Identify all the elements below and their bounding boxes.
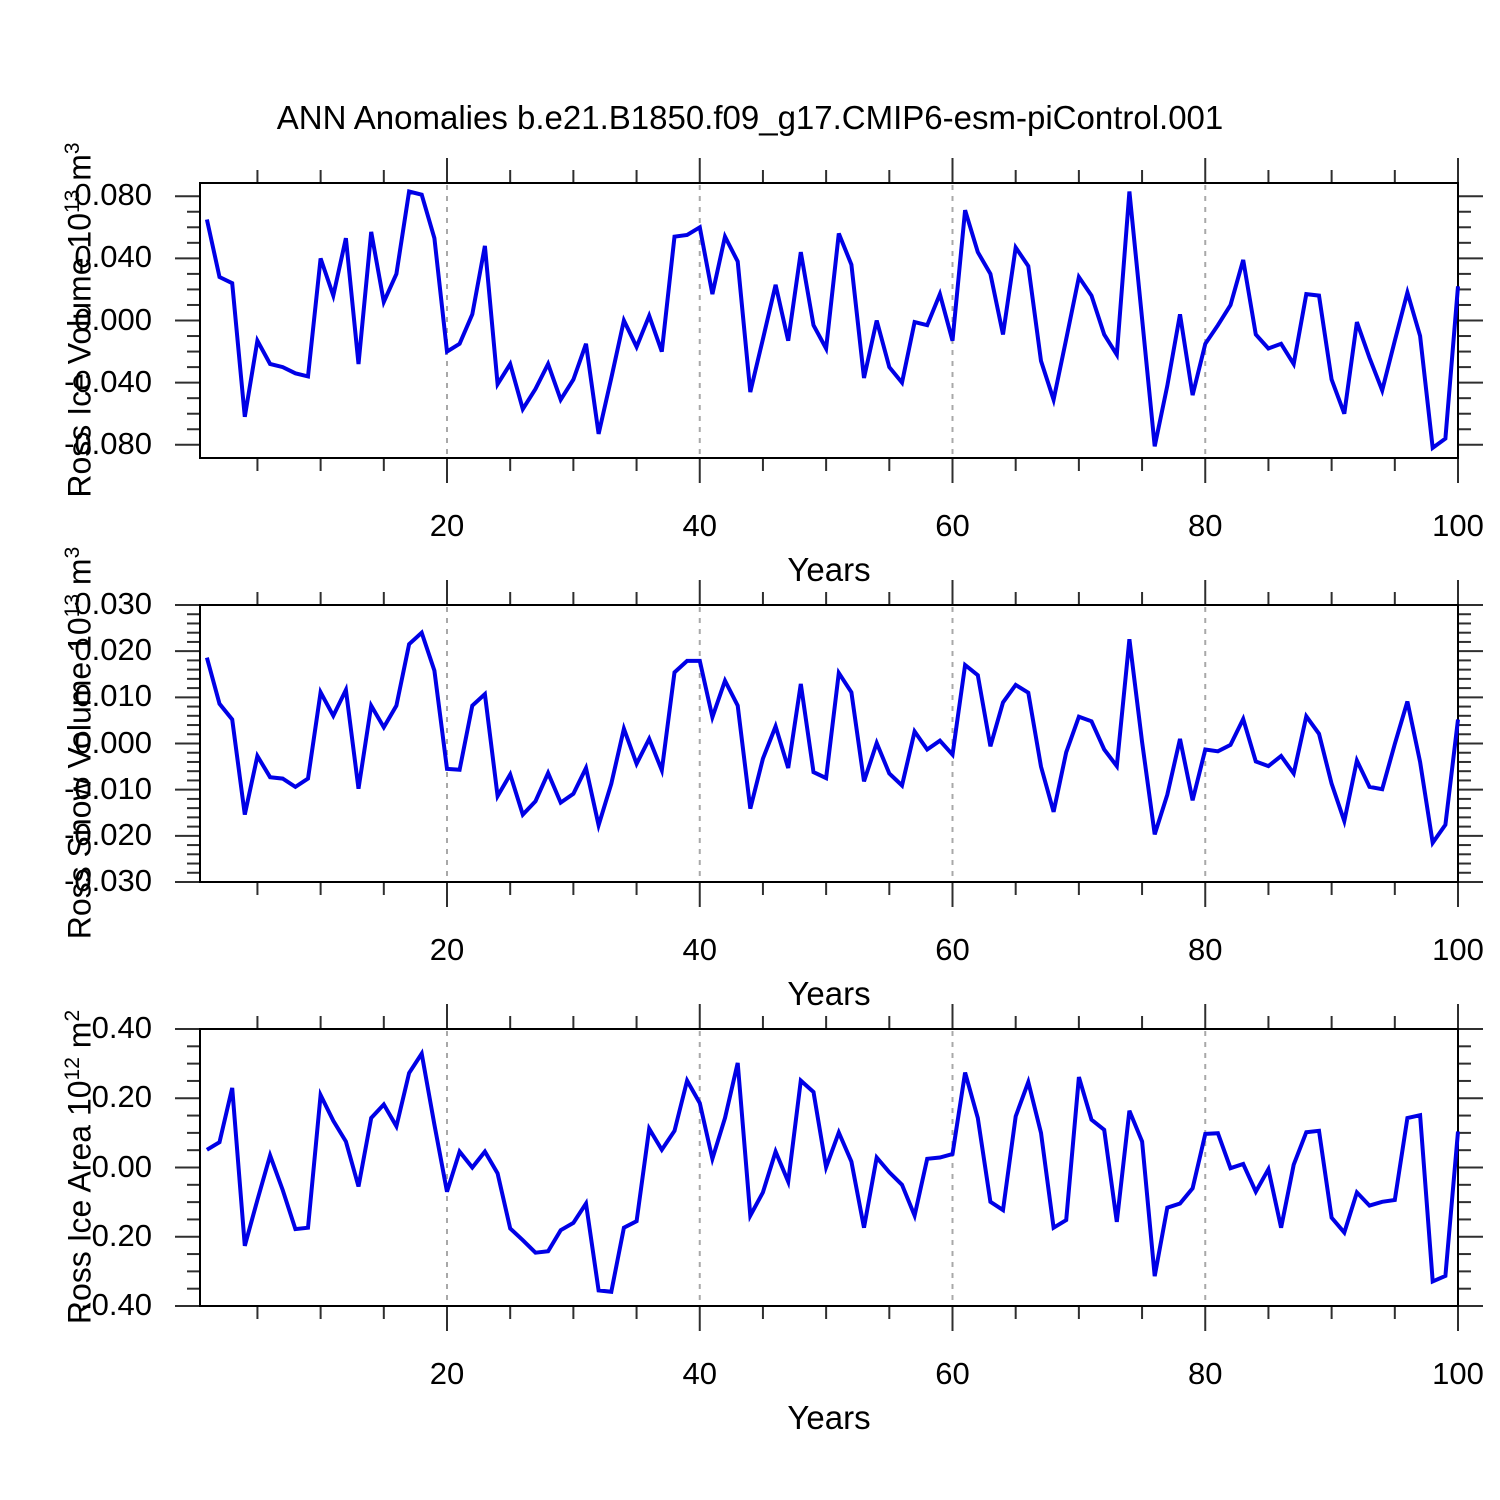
y-tick-label: 0.20 <box>91 1079 152 1115</box>
x-tick-label: 80 <box>1188 1356 1223 1391</box>
series-line-ross-snow-volume <box>204 629 1460 848</box>
x-tick-label: 60 <box>935 1356 970 1391</box>
y-tick-label: 0.000 <box>74 724 152 760</box>
x-tick-label: 80 <box>1188 508 1223 543</box>
y-tick-label: 0.030 <box>74 586 152 621</box>
x-tick-label: 20 <box>429 932 465 967</box>
plot-frame <box>199 182 1459 459</box>
series-line-ross-ice-volume <box>204 189 1460 452</box>
x-tick-label: 100 <box>1432 1356 1484 1391</box>
x-tick-label: 40 <box>682 508 717 543</box>
x-tick-label: 20 <box>429 508 465 543</box>
panel-ross-ice-volume <box>175 158 1483 483</box>
y-tick-label: -0.030 <box>64 863 152 898</box>
y-tick-label: -0.080 <box>64 425 152 461</box>
x-axis-title: Years <box>787 551 871 588</box>
y-tick-label: 0.020 <box>74 632 152 668</box>
y-axis-title-unit-exponent: 3 <box>60 546 84 559</box>
x-tick-label: 20 <box>429 1356 465 1391</box>
y-tick-label: -0.020 <box>64 816 152 852</box>
y-tick-label: -0.40 <box>81 1287 152 1322</box>
panel-ross-ice-area <box>175 1004 1483 1331</box>
y-tick-label: -0.20 <box>81 1217 152 1253</box>
x-tick-label: 40 <box>682 932 717 967</box>
y-tick-label: 0.000 <box>74 301 152 337</box>
x-tick-label: 100 <box>1432 508 1484 543</box>
y-tick-label: 0.40 <box>91 1010 152 1045</box>
y-tick-label: -0.040 <box>64 363 152 399</box>
panel-ross-snow-volume <box>175 580 1483 907</box>
y-tick-label: 0.010 <box>74 678 152 714</box>
x-axis-title: Years <box>787 975 871 1012</box>
x-tick-label: 60 <box>935 508 970 543</box>
y-tick-label: -0.010 <box>64 770 152 806</box>
y-tick-label: 0.040 <box>74 239 152 275</box>
x-axis-title: Years <box>787 1399 871 1436</box>
figure-title: ANN Anomalies b.e21.B1850.f09_g17.CMIP6-… <box>276 99 1224 136</box>
plot-frame <box>199 1028 1459 1307</box>
plot-frame <box>199 604 1459 883</box>
y-tick-label: 0.00 <box>91 1148 152 1184</box>
series-line-ross-ice-area <box>205 1048 1460 1294</box>
x-tick-label: 60 <box>935 932 970 967</box>
y-axis-title-exponent: 12 <box>60 1057 84 1081</box>
y-tick-label: 0.080 <box>74 177 152 213</box>
x-tick-label: 100 <box>1432 932 1484 967</box>
x-tick-label: 40 <box>682 1356 717 1391</box>
y-axis-title-unit-exponent: 3 <box>60 142 84 155</box>
x-tick-label: 80 <box>1188 932 1223 967</box>
